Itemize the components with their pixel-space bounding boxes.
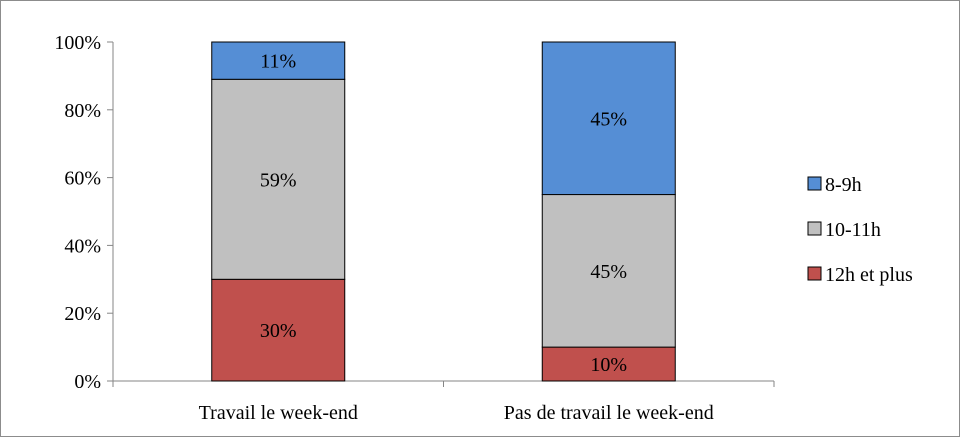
data-labels: 30% 59% 11% 10% 45% 45% [260,51,627,376]
bar-segment [541,346,676,382]
data-label: 45% [590,108,627,130]
x-category-labels: Travail le week-end Pas de travail le wee… [199,402,714,424]
bars [211,41,676,382]
y-tick-labels: 0% 20% 40% 60% 80% 100% [54,32,101,393]
legend-label: 8-9h [825,174,862,196]
bar-segment [211,41,346,80]
legend-swatch [807,221,822,236]
y-tick-label: 0% [74,371,101,393]
legend-swatch [807,176,822,191]
bar-segment [541,41,676,196]
x-category-label: Travail le week-end [199,402,358,424]
bar-segment [211,278,346,382]
y-tick-label: 20% [64,303,101,325]
data-label: 11% [260,51,296,73]
data-label: 30% [260,320,297,342]
x-category-label: Pas de travail le week-end [504,402,714,424]
legend: 8-9h 10-11h 12h et plus [807,174,913,286]
y-tick-label: 60% [64,168,101,190]
data-label: 10% [590,354,627,376]
legend-swatch [807,266,822,281]
bar-segment [211,78,346,280]
bar-segment [541,194,676,348]
legend-label: 10-11h [825,219,881,241]
y-tick-label: 40% [64,235,101,257]
data-label: 59% [260,169,297,191]
y-tick-label: 80% [64,100,101,122]
legend-label: 12h et plus [825,264,913,286]
data-label: 45% [590,261,627,283]
y-tick-label: 100% [54,32,101,54]
